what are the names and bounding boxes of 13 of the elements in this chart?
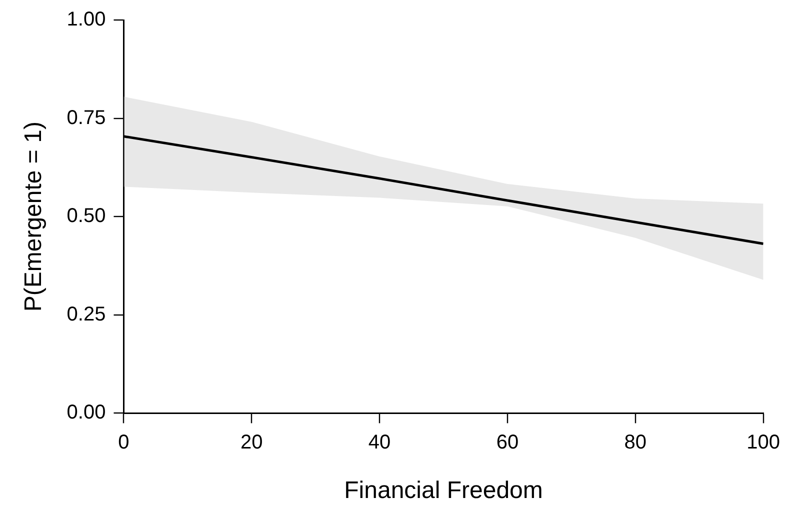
x-tick-label: 80 xyxy=(624,432,647,454)
y-tick-label: 0.50 xyxy=(66,205,106,228)
x-tick-label: 100 xyxy=(746,432,780,454)
x-tick-label: 0 xyxy=(118,432,130,454)
x-axis-title: Financial Freedom xyxy=(344,477,543,504)
y-tick-label: 0.75 xyxy=(66,106,106,129)
x-tick-label: 20 xyxy=(240,432,263,454)
y-tick-label: 0.00 xyxy=(66,402,106,424)
x-tick-label: 60 xyxy=(496,432,519,454)
y-axis-title: P(Emergente = 1) xyxy=(20,122,48,312)
x-tick-label: 40 xyxy=(368,432,391,454)
y-tick-label: 1.00 xyxy=(66,8,106,31)
y-tick-label: 0.25 xyxy=(66,303,106,326)
